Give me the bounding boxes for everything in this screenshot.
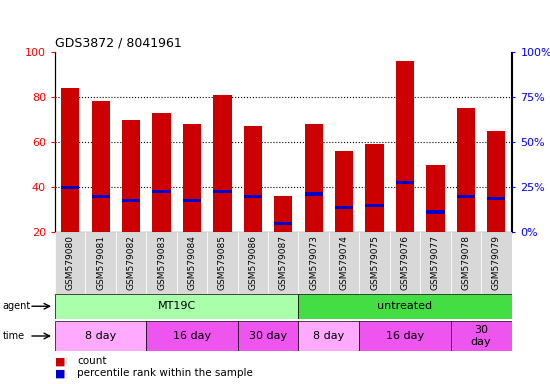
Text: MT19C: MT19C — [158, 301, 196, 311]
Bar — [299, 232, 329, 294]
Bar — [152, 190, 170, 194]
Text: GSM579077: GSM579077 — [431, 235, 440, 290]
Bar — [305, 124, 323, 232]
Text: 30
day: 30 day — [471, 325, 491, 347]
Bar — [487, 197, 505, 200]
Text: ■: ■ — [55, 356, 65, 366]
Bar — [183, 199, 201, 202]
Bar — [55, 232, 85, 294]
Bar — [329, 232, 359, 294]
Text: agent: agent — [3, 301, 31, 311]
Bar — [213, 95, 232, 232]
Text: GSM579075: GSM579075 — [370, 235, 379, 290]
Bar — [244, 126, 262, 232]
Bar — [456, 108, 475, 232]
Text: 30 day: 30 day — [249, 331, 287, 341]
Bar — [456, 195, 475, 198]
Bar — [85, 232, 116, 294]
Text: time: time — [3, 331, 25, 341]
Bar — [177, 232, 207, 294]
Text: GSM579080: GSM579080 — [65, 235, 75, 290]
Bar — [61, 185, 79, 189]
Bar — [335, 206, 353, 209]
Bar — [299, 294, 512, 319]
Bar — [274, 196, 293, 232]
Bar — [359, 321, 450, 351]
Text: count: count — [77, 356, 107, 366]
Text: 16 day: 16 day — [173, 331, 211, 341]
Text: GSM579076: GSM579076 — [400, 235, 410, 290]
Bar — [365, 144, 384, 232]
Text: 16 day: 16 day — [386, 331, 424, 341]
Bar — [116, 232, 146, 294]
Text: GSM579073: GSM579073 — [309, 235, 318, 290]
Bar — [359, 232, 390, 294]
Bar — [305, 192, 323, 196]
Text: percentile rank within the sample: percentile rank within the sample — [77, 368, 253, 379]
Bar — [390, 232, 420, 294]
Bar — [122, 199, 140, 202]
Bar — [183, 124, 201, 232]
Text: GSM579074: GSM579074 — [339, 235, 349, 290]
Bar — [91, 195, 110, 198]
Bar — [365, 204, 384, 207]
Bar — [420, 232, 450, 294]
Text: GSM579085: GSM579085 — [218, 235, 227, 290]
Text: 8 day: 8 day — [314, 331, 344, 341]
Text: GSM579082: GSM579082 — [126, 235, 136, 290]
Bar — [238, 232, 268, 294]
Bar — [238, 321, 299, 351]
Text: ■: ■ — [55, 368, 65, 379]
Bar — [396, 181, 414, 184]
Bar — [481, 232, 512, 294]
Text: GSM579087: GSM579087 — [279, 235, 288, 290]
Bar — [55, 321, 146, 351]
Bar — [396, 61, 414, 232]
Bar — [122, 119, 140, 232]
Bar — [146, 232, 177, 294]
Bar — [268, 232, 299, 294]
Bar — [61, 88, 79, 232]
Text: untreated: untreated — [377, 301, 432, 311]
Text: GSM579084: GSM579084 — [188, 235, 196, 290]
Bar — [426, 165, 444, 232]
Text: GSM579079: GSM579079 — [492, 235, 501, 290]
Bar — [450, 321, 512, 351]
Text: GSM579086: GSM579086 — [248, 235, 257, 290]
Bar — [299, 321, 359, 351]
Bar — [207, 232, 238, 294]
Bar — [426, 210, 444, 214]
Bar — [152, 113, 170, 232]
Bar — [450, 232, 481, 294]
Text: 8 day: 8 day — [85, 331, 116, 341]
Text: GSM579081: GSM579081 — [96, 235, 105, 290]
Text: GSM579083: GSM579083 — [157, 235, 166, 290]
Bar — [487, 131, 505, 232]
Bar — [335, 151, 353, 232]
Bar — [244, 195, 262, 198]
Bar — [55, 294, 299, 319]
Text: GSM579078: GSM579078 — [461, 235, 470, 290]
Bar — [274, 222, 293, 225]
Text: GDS3872 / 8041961: GDS3872 / 8041961 — [55, 37, 182, 50]
Bar — [213, 190, 232, 194]
Bar — [146, 321, 238, 351]
Bar — [91, 101, 110, 232]
